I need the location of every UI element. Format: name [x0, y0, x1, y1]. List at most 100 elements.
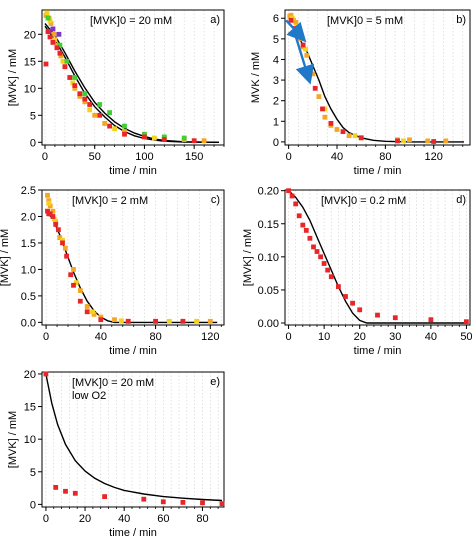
data-point-red — [300, 222, 306, 228]
y-tick-label: 6 — [273, 13, 279, 25]
y-tick-label: 2.0 — [21, 211, 36, 223]
data-point-red — [62, 64, 68, 70]
x-tick-label: 10 — [318, 331, 330, 343]
plot-area — [285, 10, 470, 145]
data-point-red — [314, 249, 320, 254]
data-point-red — [77, 298, 83, 304]
data-point-orange — [47, 203, 53, 209]
data-point-orange — [58, 53, 64, 59]
x-axis-label: time / min — [109, 527, 157, 539]
x-tick-label: 40 — [95, 331, 107, 343]
data-point-orange — [102, 121, 108, 126]
plot-frame — [284, 189, 471, 326]
data-point-red — [98, 317, 104, 323]
data-point-yellow — [73, 280, 79, 285]
data-point-red — [303, 228, 309, 233]
y-tick-label: 1.0 — [21, 264, 36, 276]
data-point-orange — [425, 138, 431, 144]
x-tick-label: 150 — [185, 151, 203, 163]
data-point-red — [56, 227, 61, 233]
data-point-yellow — [52, 37, 58, 43]
data-point-red — [45, 208, 50, 214]
y-tick-label: 1.5 — [21, 238, 36, 250]
data-point-red — [318, 254, 323, 260]
x-tick-label: 0 — [43, 513, 49, 525]
data-point-red — [395, 138, 400, 144]
plot-area — [42, 190, 224, 325]
data-point-orange — [112, 317, 117, 323]
y-tick-label: 3 — [273, 75, 279, 87]
data-point-purple — [56, 31, 62, 37]
data-point-yellow — [401, 138, 406, 144]
data-point-red — [431, 139, 437, 144]
data-point-orange — [77, 288, 83, 293]
data-point-green — [72, 75, 78, 80]
data-point-yellow — [60, 237, 65, 243]
data-point-orange — [201, 138, 207, 144]
data-point-red — [296, 213, 302, 219]
data-point-red — [325, 267, 331, 273]
data-point-orange — [72, 85, 78, 91]
y-tick-label: 10 — [24, 434, 36, 446]
y-tick-label: 2.5 — [21, 185, 36, 197]
data-point-red — [54, 45, 60, 51]
data-point-yellow — [152, 135, 157, 141]
data-point-red — [82, 96, 88, 102]
data-point-green — [82, 91, 88, 97]
data-point-red — [340, 129, 346, 134]
data-point-yellow — [112, 126, 117, 132]
plot-area — [42, 372, 224, 507]
data-point-yellow — [51, 216, 57, 222]
data-point-red — [308, 65, 313, 71]
panel-annotation: [MVK]0 = 0.2 mM — [321, 195, 406, 207]
data-point-orange — [45, 192, 50, 198]
plot-frame — [284, 9, 471, 146]
y-tick-label: 0 — [30, 137, 36, 149]
data-point-red — [375, 312, 380, 318]
chart-panel-c: 0 40 80 120 0.0 0.5 1.0 1.5 2.0 2.5 time / min [MVK… — [0, 185, 225, 357]
data-point-red — [161, 137, 167, 142]
data-point-orange — [92, 112, 98, 118]
data-point-red — [320, 106, 325, 112]
data-point-yellow — [70, 80, 76, 86]
data-point-red — [67, 75, 73, 80]
data-point-red — [219, 501, 225, 507]
x-axis-label: time / min — [354, 345, 402, 357]
x-tick-label: 50 — [460, 331, 472, 343]
y-tick-label: 0.05 — [258, 285, 279, 297]
plot-frame — [41, 9, 225, 146]
data-point-red — [72, 490, 78, 496]
x-axis-label: time / min — [109, 165, 157, 177]
data-point-red — [68, 272, 74, 278]
data-point-orange — [50, 208, 56, 214]
data-point-red — [321, 261, 327, 266]
x-tick-label: 0 — [43, 331, 49, 343]
data-point-orange — [346, 133, 352, 139]
y-axis-label: [MVK] / mM — [7, 49, 19, 106]
panel-label: a) — [210, 14, 220, 26]
panel-annotation: [MVK]0 = 2 mM — [72, 195, 148, 207]
x-tick-label: 30 — [389, 331, 401, 343]
y-tick-label: 15 — [24, 56, 36, 68]
annotation-arrow — [285, 19, 307, 43]
data-point-red — [60, 240, 65, 246]
data-point-orange — [207, 318, 213, 324]
data-point-red — [45, 29, 51, 34]
data-point-red — [358, 135, 364, 141]
data-point-orange — [407, 137, 412, 143]
data-point-orange — [334, 127, 340, 132]
x-axis-label: time / min — [354, 165, 402, 177]
plot-frame — [41, 189, 225, 326]
panel-annotation: [MVK]0 = 5 mM — [327, 15, 403, 27]
data-point-red — [312, 85, 318, 91]
data-point-red — [47, 211, 53, 217]
data-point-red — [87, 102, 93, 107]
data-point-orange — [84, 304, 90, 309]
data-point-red — [142, 134, 147, 140]
y-tick-label: 0 — [30, 499, 36, 511]
data-point-orange — [322, 114, 328, 120]
data-point-orange — [288, 12, 294, 18]
data-point-green — [107, 110, 112, 115]
data-point-orange — [62, 245, 68, 251]
chart-panel-d: 0 10 20 30 40 50 0.00 0.05 0.10 0.15 0.20 time / mi… — [242, 186, 473, 357]
